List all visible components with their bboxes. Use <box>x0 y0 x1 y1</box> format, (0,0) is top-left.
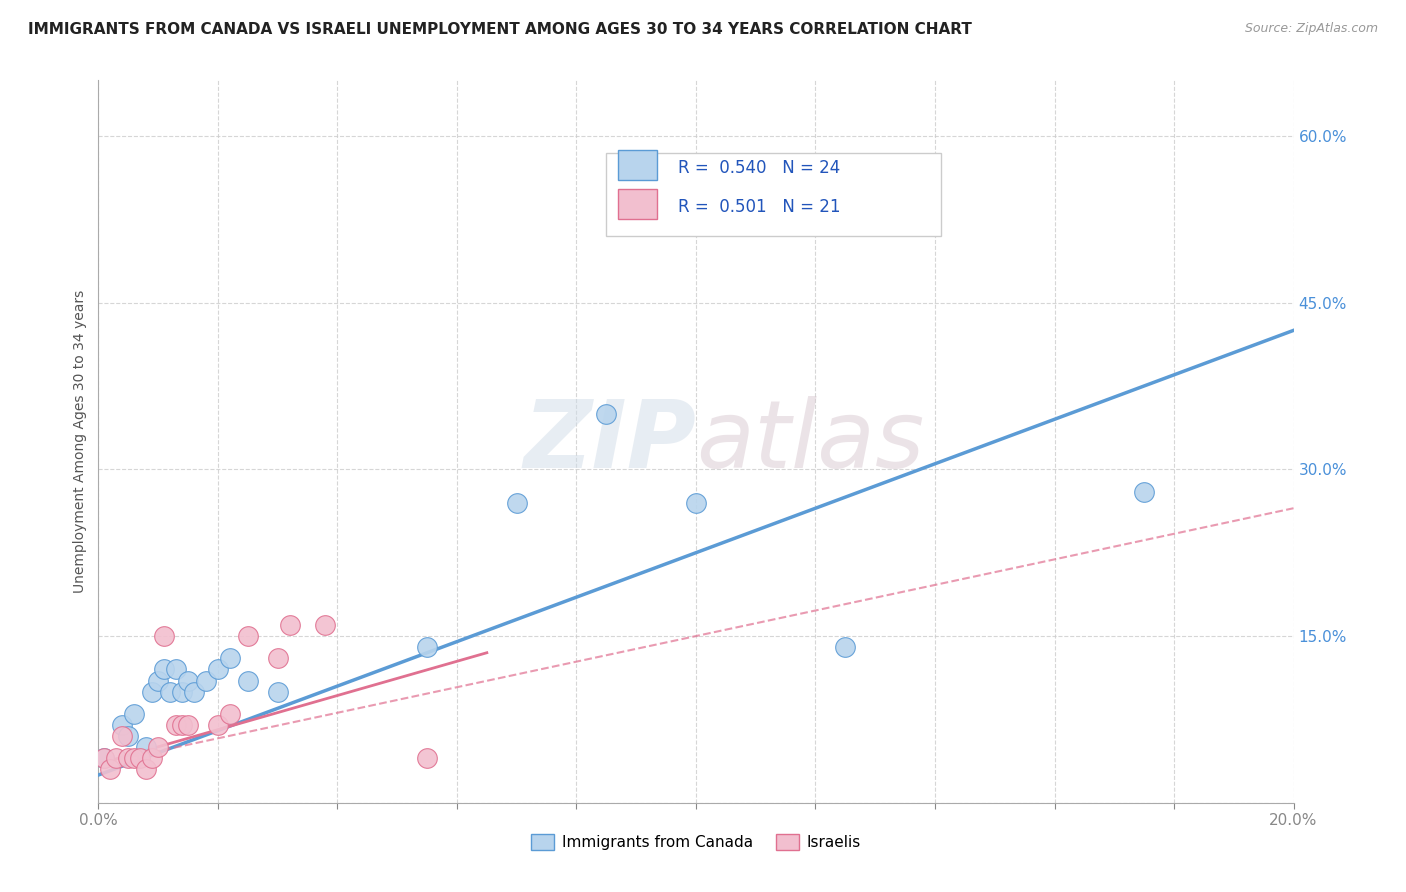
Point <box>129 751 152 765</box>
Point <box>93 751 115 765</box>
Text: atlas: atlas <box>696 396 924 487</box>
Text: IMMIGRANTS FROM CANADA VS ISRAELI UNEMPLOYMENT AMONG AGES 30 TO 34 YEARS CORRELA: IMMIGRANTS FROM CANADA VS ISRAELI UNEMPL… <box>28 22 972 37</box>
Point <box>595 407 617 421</box>
Point <box>1133 484 1156 499</box>
FancyBboxPatch shape <box>619 189 657 219</box>
Point <box>111 729 134 743</box>
Point <box>159 684 181 698</box>
Point <box>117 751 139 765</box>
Point <box>153 629 176 643</box>
Point <box>236 673 259 688</box>
Point <box>219 706 242 721</box>
Point <box>135 763 157 777</box>
Text: R =  0.540   N = 24: R = 0.540 N = 24 <box>678 160 841 178</box>
Point <box>172 718 194 732</box>
Point <box>207 718 229 732</box>
Point <box>93 751 115 765</box>
Point <box>195 673 218 688</box>
Point <box>148 740 170 755</box>
Point <box>117 729 139 743</box>
Point <box>207 662 229 676</box>
Point <box>111 718 134 732</box>
Point <box>105 751 128 765</box>
Point <box>124 706 146 721</box>
Point <box>236 629 259 643</box>
Point <box>834 640 856 655</box>
Point <box>177 673 200 688</box>
Point <box>278 618 301 632</box>
Text: ZIP: ZIP <box>523 395 696 488</box>
FancyBboxPatch shape <box>606 153 941 235</box>
Point <box>98 763 122 777</box>
Point <box>416 640 439 655</box>
Point <box>124 751 146 765</box>
Point <box>183 684 205 698</box>
Point <box>685 496 707 510</box>
Point <box>172 684 194 698</box>
Legend: Immigrants from Canada, Israelis: Immigrants from Canada, Israelis <box>526 829 866 856</box>
Point <box>165 662 187 676</box>
Point <box>506 496 529 510</box>
Point <box>148 673 170 688</box>
Point <box>177 718 200 732</box>
Y-axis label: Unemployment Among Ages 30 to 34 years: Unemployment Among Ages 30 to 34 years <box>73 290 87 593</box>
Point <box>267 651 290 665</box>
Point <box>315 618 337 632</box>
Point <box>219 651 242 665</box>
Point <box>165 718 187 732</box>
Text: R =  0.501   N = 21: R = 0.501 N = 21 <box>678 198 841 217</box>
Point <box>135 740 157 755</box>
Point <box>267 684 290 698</box>
Point <box>416 751 439 765</box>
Point <box>141 684 163 698</box>
Point <box>153 662 176 676</box>
Point <box>141 751 163 765</box>
FancyBboxPatch shape <box>619 150 657 180</box>
Text: Source: ZipAtlas.com: Source: ZipAtlas.com <box>1244 22 1378 36</box>
